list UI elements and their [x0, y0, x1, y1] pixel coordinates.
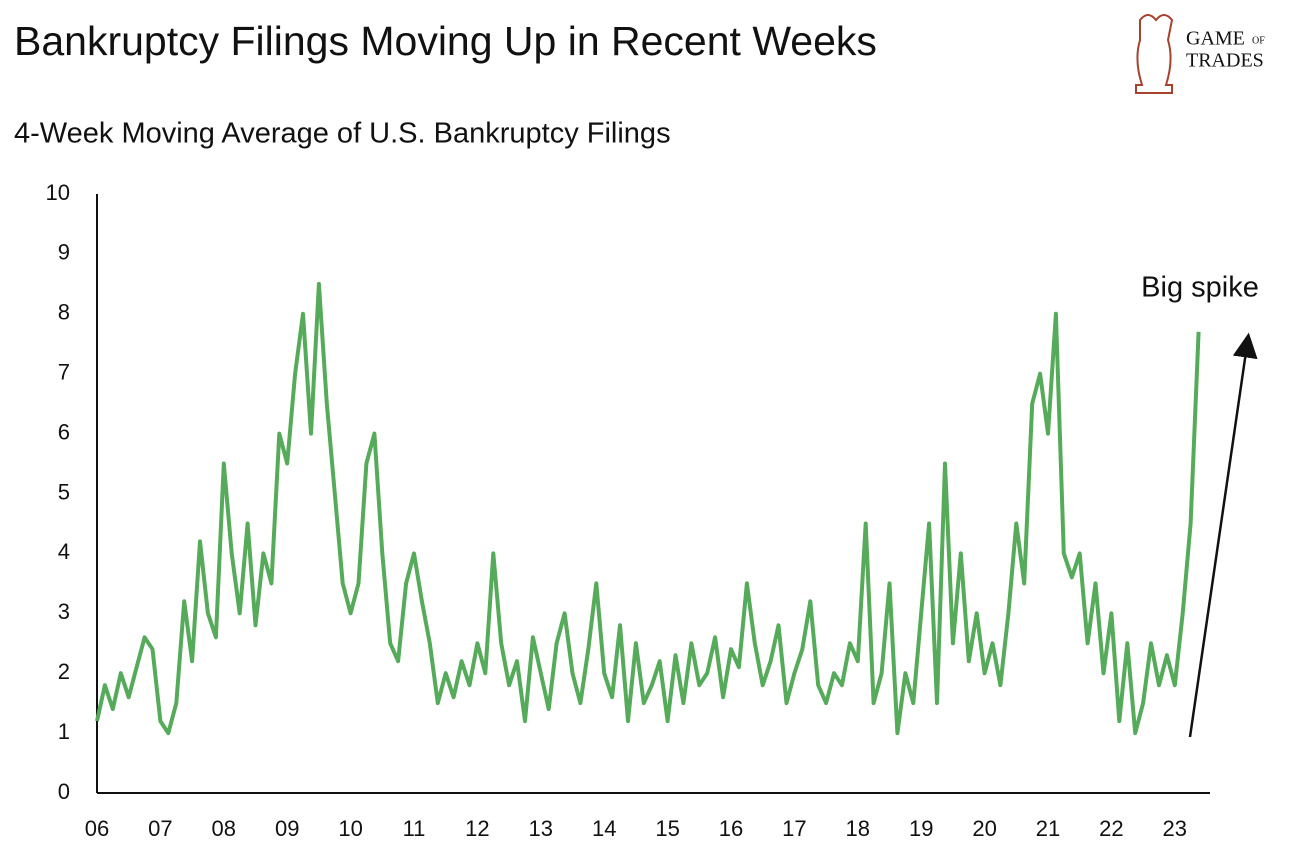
x-tick-label: 21 — [1036, 816, 1060, 841]
x-tick-label: 06 — [85, 816, 109, 841]
x-tick-label: 13 — [529, 816, 553, 841]
x-tick-label: 11 — [403, 816, 426, 841]
x-tick-label: 14 — [592, 816, 616, 841]
logo-text: TRADES — [1186, 50, 1264, 72]
data-line — [95, 281, 1201, 736]
x-tick-label: 07 — [148, 816, 172, 841]
y-tick-label: 0 — [58, 779, 70, 804]
y-tick-label: 4 — [58, 539, 70, 564]
logo-text: OF — [1252, 35, 1265, 46]
logo: GAME OF TRADES — [1135, 14, 1265, 94]
x-tick-label: 17 — [782, 816, 806, 841]
y-tick-label: 3 — [58, 599, 70, 624]
x-tick-label: 16 — [719, 816, 743, 841]
x-tick-label: 08 — [212, 816, 236, 841]
annotation-arrow — [1188, 332, 1258, 738]
x-tick-label: 12 — [465, 816, 489, 841]
annotation: Big spike — [1141, 272, 1259, 304]
y-tick-label: 7 — [58, 360, 70, 385]
y-tick-label: 6 — [58, 419, 70, 444]
logo-icon — [1135, 14, 1174, 94]
x-tick-label: 18 — [846, 816, 870, 841]
y-tick-label: 2 — [58, 659, 70, 684]
y-tick-label: 8 — [58, 300, 70, 325]
logo-text: GAME — [1186, 28, 1245, 50]
x-tick-label: 09 — [275, 816, 299, 841]
y-tick-label: 1 — [58, 719, 70, 744]
x-tick-label: 19 — [909, 816, 933, 841]
x-tick-label: 22 — [1099, 816, 1123, 841]
y-tick-label: 10 — [46, 180, 70, 205]
x-tick-label: 23 — [1163, 816, 1187, 841]
y-tick-label: 9 — [58, 240, 70, 265]
chart-subtitle: 4-Week Moving Average of U.S. Bankruptcy… — [14, 118, 671, 150]
x-tick-label: 20 — [972, 816, 996, 841]
y-tick-label: 5 — [58, 479, 70, 504]
x-tick-label: 10 — [338, 816, 362, 841]
chart-title: Bankruptcy Filings Moving Up in Recent W… — [14, 18, 877, 64]
x-tick-label: 15 — [655, 816, 679, 841]
